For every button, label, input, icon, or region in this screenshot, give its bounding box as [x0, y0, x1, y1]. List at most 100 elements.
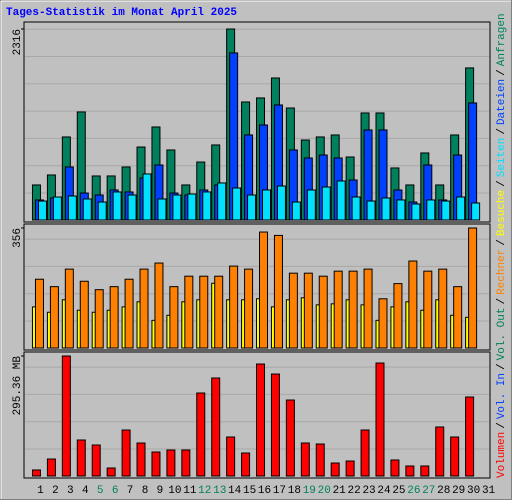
- bar: [288, 272, 298, 349]
- x-tick-label: 28: [437, 485, 450, 497]
- legend-separator: /: [496, 239, 508, 246]
- x-tick-label: 2: [52, 485, 59, 497]
- y-tick-label: 356: [12, 228, 24, 248]
- bar: [375, 362, 385, 477]
- x-tick-label: 23: [362, 485, 375, 497]
- bar: [366, 200, 376, 221]
- legend-separator: /: [496, 128, 508, 135]
- x-tick-label: 5: [97, 485, 104, 497]
- bar: [139, 268, 149, 349]
- bar: [330, 462, 340, 477]
- bar: [441, 200, 451, 221]
- legend-entry: Dateien: [496, 79, 508, 125]
- bar: [61, 355, 71, 477]
- x-tick-label: 31: [482, 485, 496, 497]
- bar: [345, 460, 355, 477]
- bar: [468, 227, 478, 349]
- bar: [34, 278, 44, 349]
- x-tick-label: 16: [258, 485, 271, 497]
- bar: [181, 449, 191, 477]
- bar: [270, 373, 280, 477]
- bar: [49, 286, 59, 349]
- bar: [172, 194, 182, 221]
- x-tick-label: 25: [392, 485, 405, 497]
- bar: [390, 459, 400, 477]
- bar: [217, 182, 227, 221]
- bar: [393, 283, 403, 349]
- bar: [166, 449, 176, 477]
- legend-separator: /: [496, 298, 508, 305]
- bar: [471, 202, 481, 221]
- bar: [318, 275, 328, 349]
- bar: [169, 286, 179, 349]
- x-tick-label: 12: [198, 485, 211, 497]
- y-tick-label: 2316: [12, 29, 24, 55]
- bar: [97, 201, 107, 221]
- bar: [456, 196, 466, 221]
- bar: [468, 102, 478, 221]
- x-tick-label: 22: [348, 485, 361, 497]
- bar: [273, 234, 283, 349]
- bar: [226, 436, 236, 477]
- bar: [396, 199, 406, 221]
- bar: [202, 191, 212, 221]
- bar: [336, 180, 346, 221]
- x-tick-label: 6: [112, 485, 119, 497]
- bar: [127, 194, 137, 221]
- x-tick-label: 11: [183, 485, 197, 497]
- bar: [285, 399, 295, 477]
- bar: [405, 465, 415, 477]
- bar: [67, 195, 77, 221]
- x-tick-label: 4: [82, 485, 89, 497]
- legend: Volumen / Vol. In / Vol. Out / Rechner / Besuche…: [496, 13, 508, 478]
- legend-entry: Seiten: [496, 138, 508, 178]
- legend-separator: /: [496, 422, 508, 429]
- x-tick-label: 13: [213, 485, 226, 497]
- bar: [151, 451, 161, 477]
- bar: [321, 186, 331, 221]
- bar: [381, 197, 391, 221]
- y-tick-label: 295.36 MB: [12, 356, 24, 416]
- bar: [31, 469, 41, 477]
- x-tick-label: 15: [243, 485, 256, 497]
- legend-entry: Vol. Out: [496, 308, 508, 361]
- bar: [420, 465, 430, 477]
- bar: [247, 194, 257, 221]
- x-tick-label: 10: [168, 485, 181, 497]
- chart-title: Tages-Statistik im Monat April 2025: [6, 7, 237, 19]
- bar: [109, 286, 119, 349]
- bar: [450, 436, 460, 477]
- bar: [136, 442, 146, 477]
- x-tick-label: 3: [67, 485, 74, 497]
- x-tick-label: 8: [142, 485, 149, 497]
- bar: [378, 298, 388, 349]
- bar: [121, 429, 131, 477]
- bar: [211, 377, 221, 477]
- bar: [46, 458, 56, 477]
- bar: [426, 199, 436, 221]
- bar: [112, 191, 122, 221]
- bar: [262, 189, 272, 221]
- bar: [423, 270, 433, 349]
- bar: [363, 268, 373, 349]
- bar: [79, 280, 89, 349]
- bar: [244, 268, 254, 349]
- bar: [184, 275, 194, 349]
- bar: [241, 452, 251, 477]
- x-tick-label: 26: [407, 485, 420, 497]
- bar: [187, 193, 197, 221]
- bar: [303, 272, 313, 349]
- x-tick-label: 18: [288, 485, 301, 497]
- bar: [106, 467, 116, 477]
- bar: [306, 189, 316, 221]
- bar: [408, 260, 418, 349]
- bar: [94, 289, 104, 349]
- x-tick-label: 9: [157, 485, 164, 497]
- x-tick-label: 21: [333, 485, 347, 497]
- bar: [435, 426, 445, 477]
- bar: [214, 275, 224, 349]
- bar: [91, 444, 101, 477]
- bar: [259, 231, 269, 349]
- bar: [333, 270, 343, 349]
